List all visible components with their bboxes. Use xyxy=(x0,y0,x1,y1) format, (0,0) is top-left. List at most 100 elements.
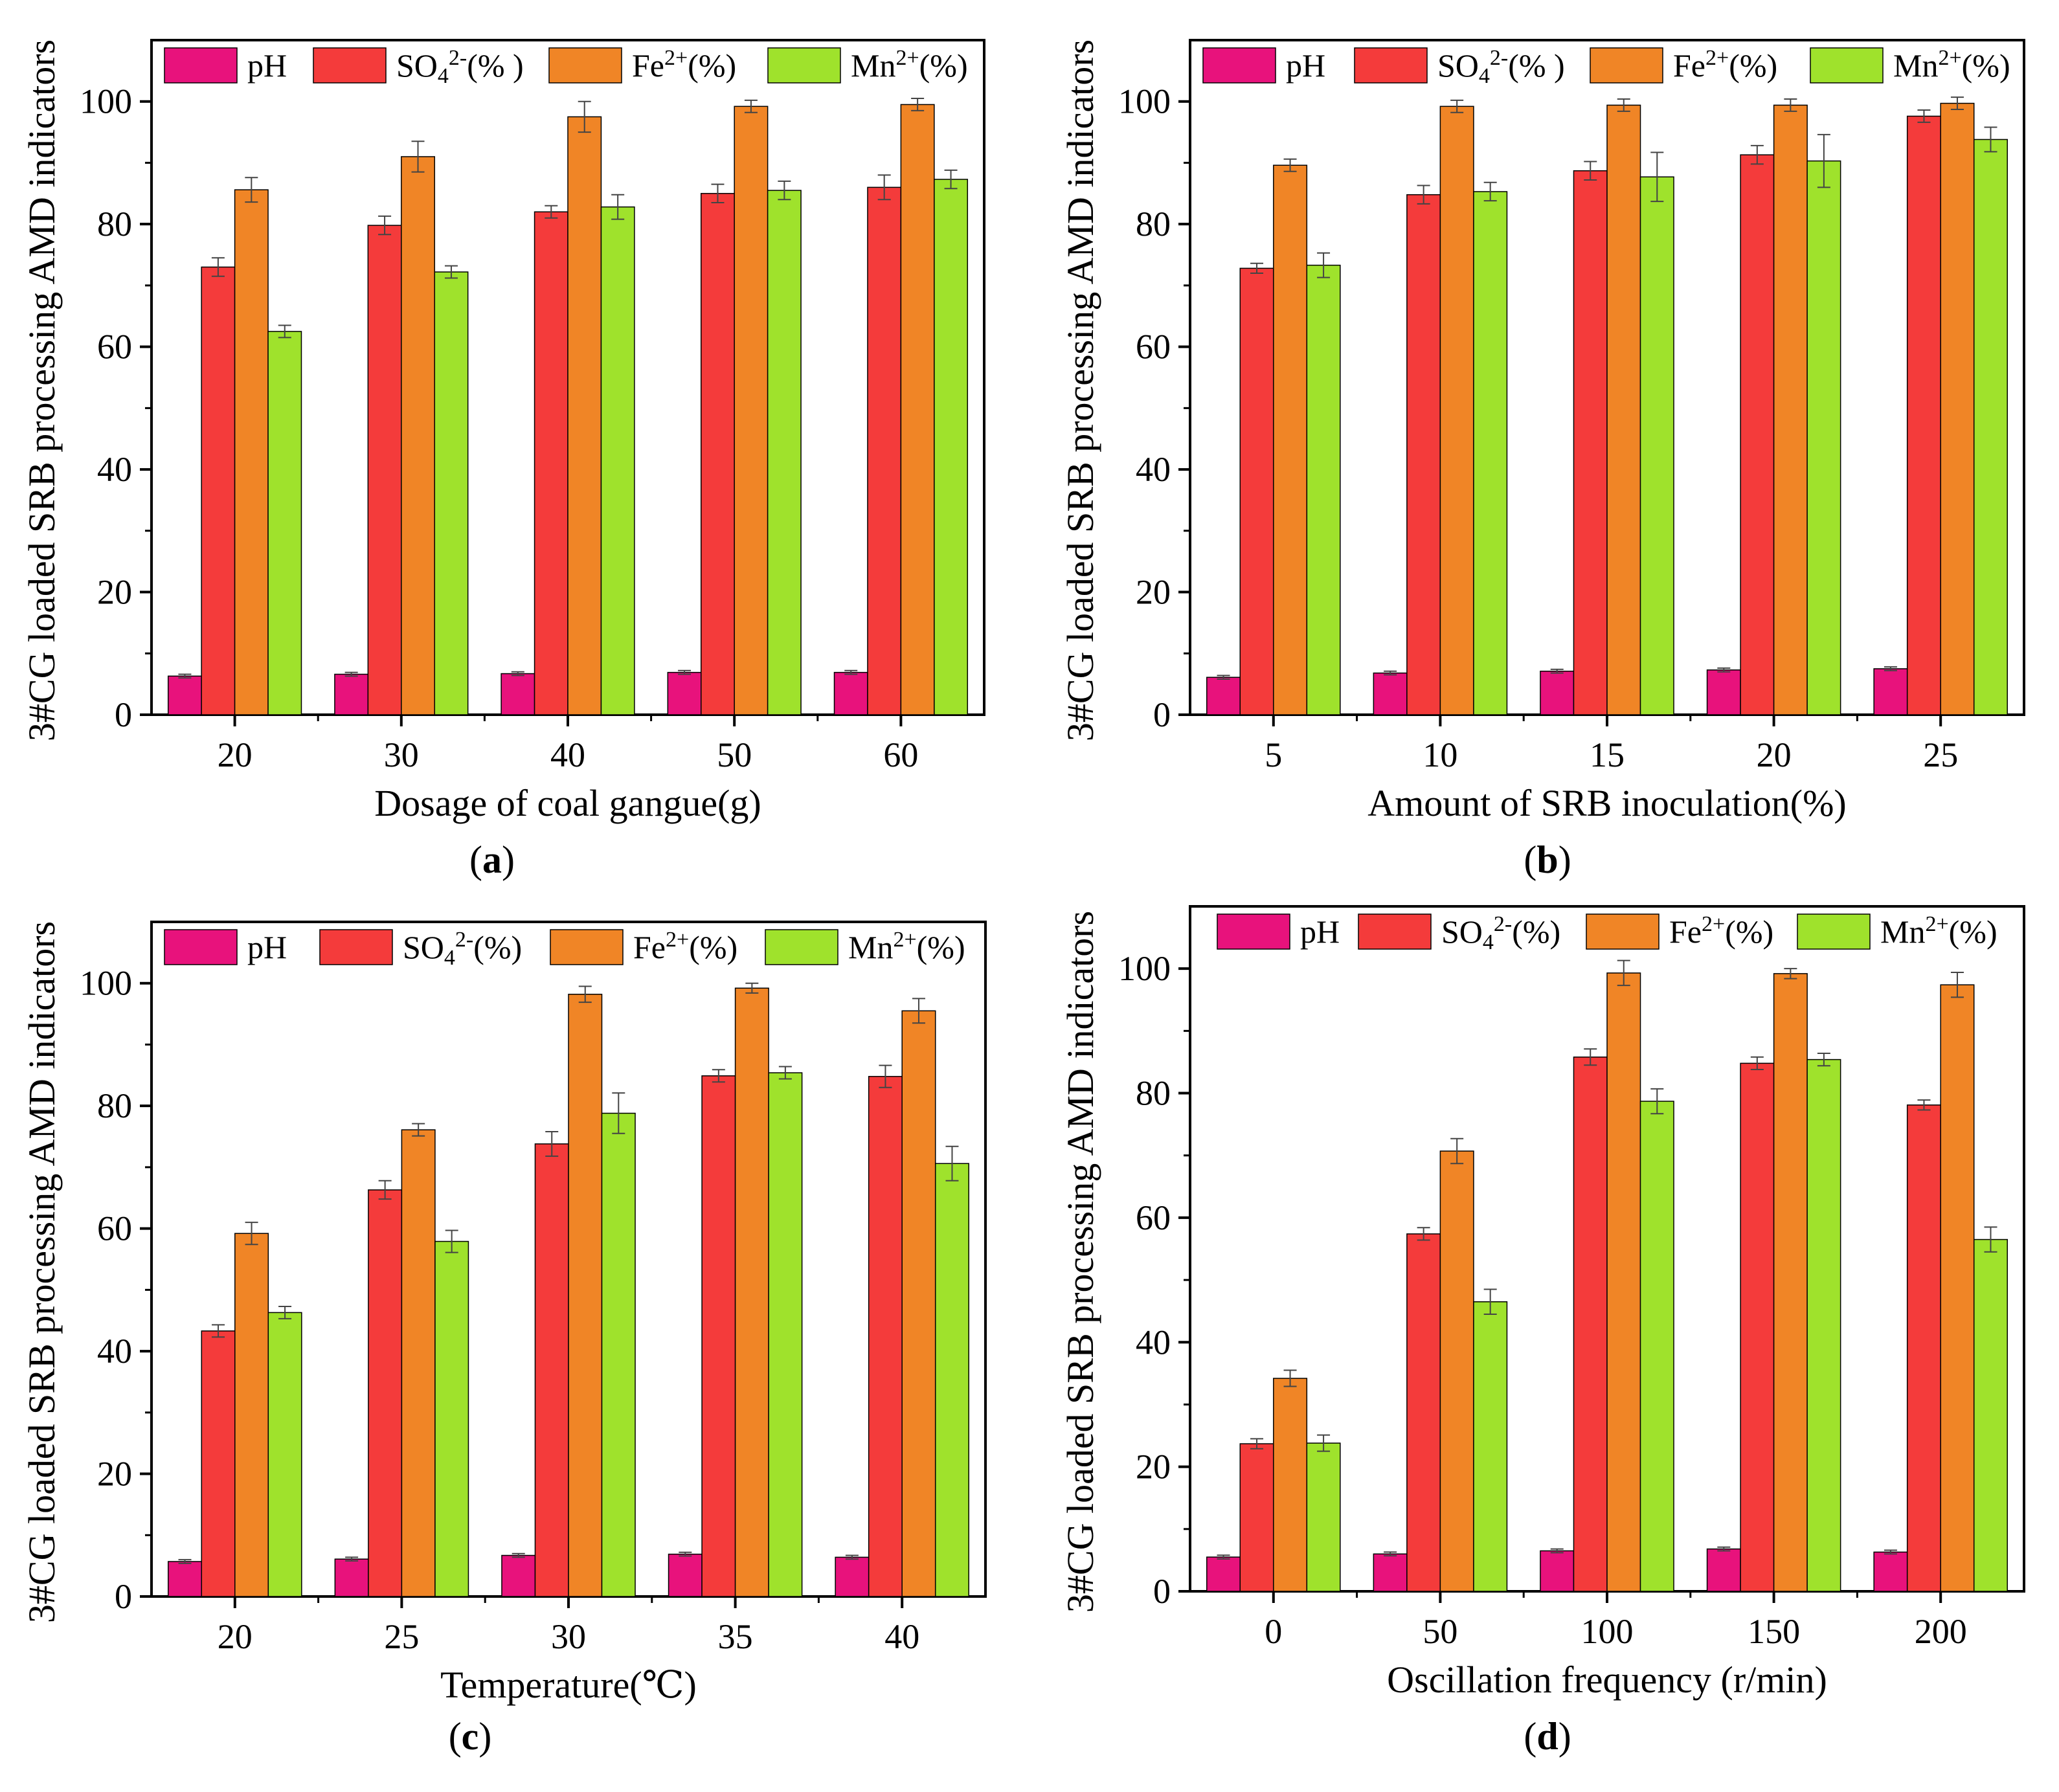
bar-fe xyxy=(1940,984,1975,1592)
bar-fe xyxy=(1606,104,1641,715)
bar-so4 xyxy=(534,211,568,715)
y-tick-label: 80 xyxy=(1136,205,1171,243)
x-tick-label: 30 xyxy=(384,735,419,774)
bar-ph xyxy=(1706,1548,1741,1592)
bar-so4 xyxy=(1573,170,1608,715)
bar-fe xyxy=(1439,106,1474,715)
bar-fe xyxy=(1439,1150,1474,1592)
x-tick-label: 5 xyxy=(1265,735,1282,774)
bar-ph xyxy=(1373,672,1408,715)
legend-label-ph: pH xyxy=(1286,47,1325,84)
y-tick-label: 20 xyxy=(1136,573,1171,612)
bar-mn xyxy=(267,331,302,715)
bar-mn xyxy=(267,1312,302,1597)
legend-label-so4: SO42-(% ) xyxy=(1437,46,1565,88)
x-tick-label: 60 xyxy=(883,735,918,774)
x-tick-label: 40 xyxy=(550,735,585,774)
chart-panel-b: 0 20 40 60 80 100 5 10 15 20 25 pH SO42-(% ) Fe2+(%) M… xyxy=(1059,39,2025,881)
bar-mn xyxy=(434,1240,469,1597)
bar-mn xyxy=(1473,191,1508,715)
y-tick-label: 0 xyxy=(115,695,132,734)
bar-mn xyxy=(1306,1442,1341,1592)
x-tick-label: 150 xyxy=(1748,1612,1800,1651)
legend-swatch-so4 xyxy=(1358,913,1432,950)
x-axis-title: Amount of SRB inoculation(%) xyxy=(1367,782,1846,824)
chart-panel-d: 0 20 40 60 80 100 0 50 100 150 200 pH SO42-(%) Fe2+(%… xyxy=(1059,905,2025,1758)
x-tick-label: 25 xyxy=(384,1617,419,1656)
bar-mn xyxy=(1306,264,1341,715)
bar-so4 xyxy=(201,1330,236,1597)
bar-fe xyxy=(1773,973,1808,1592)
x-tick-label: 100 xyxy=(1581,1612,1634,1651)
bar-so4 xyxy=(1906,115,1941,715)
bar-fe xyxy=(234,1233,269,1597)
bar-ph xyxy=(1373,1553,1408,1592)
legend-label-ph: pH xyxy=(247,929,287,965)
x-tick-label: 200 xyxy=(1915,1612,1967,1651)
bar-ph xyxy=(835,1556,870,1597)
bar-ph xyxy=(1206,1556,1241,1592)
x-axis-title: Dosage of coal gangue(g) xyxy=(374,782,761,824)
bar-ph xyxy=(833,671,868,715)
bar-mn xyxy=(934,1163,969,1597)
y-tick-label: 0 xyxy=(115,1577,132,1616)
x-tick-label: 20 xyxy=(218,735,253,774)
legend-swatch-ph xyxy=(1202,47,1276,84)
bar-fe xyxy=(234,189,269,715)
legend-swatch-fe xyxy=(1590,47,1663,84)
y-axis-title: 3#CG loaded SRB processing AMD indicator… xyxy=(21,921,63,1623)
bar-so4 xyxy=(1406,194,1441,715)
legend-label-fe: Fe2+(%) xyxy=(1673,46,1777,84)
y-tick-label: 80 xyxy=(97,205,132,243)
x-tick-label: 30 xyxy=(551,1617,586,1656)
bar-ph xyxy=(1540,670,1575,715)
y-tick-label: 100 xyxy=(1118,82,1171,121)
bar-mn xyxy=(1806,1058,1841,1592)
bar-mn xyxy=(601,1112,636,1597)
legend-swatch-mn xyxy=(767,47,841,84)
y-tick-label: 60 xyxy=(97,1209,132,1248)
legend-label-ph: pH xyxy=(247,47,287,84)
panel-label: (d) xyxy=(1524,1715,1571,1758)
x-tick-label: 25 xyxy=(1923,735,1958,774)
bar-so4 xyxy=(1406,1233,1441,1592)
bar-mn xyxy=(1639,176,1674,715)
bar-ph xyxy=(668,1553,703,1597)
bar-so4 xyxy=(368,1189,403,1597)
legend-label-mn: Mn2+(%) xyxy=(851,46,968,84)
y-tick-label: 20 xyxy=(97,1455,132,1494)
bar-mn xyxy=(1973,139,2008,715)
legend-swatch-mn xyxy=(765,929,838,965)
x-tick-label: 0 xyxy=(1265,1612,1282,1651)
bar-so4 xyxy=(1239,267,1274,715)
legend-swatch-mn xyxy=(1810,47,1884,84)
x-tick-label: 20 xyxy=(218,1617,253,1656)
bar-mn xyxy=(934,179,969,715)
bar-ph xyxy=(1873,668,1908,715)
bar-fe xyxy=(1606,972,1641,1592)
x-tick-label: 50 xyxy=(717,735,752,774)
y-axis-title: 3#CG loaded SRB processing AMD indicator… xyxy=(1059,911,1101,1613)
bar-so4 xyxy=(1573,1057,1608,1592)
panel-label: (c) xyxy=(449,1715,492,1758)
y-tick-label: 0 xyxy=(1153,1572,1171,1611)
chart-panel-c: 0 20 40 60 80 100 20 25 30 35 40 pH SO42-(%) Fe2+(%) M… xyxy=(21,921,987,1758)
y-tick-label: 20 xyxy=(97,573,132,612)
bar-so4 xyxy=(867,186,902,715)
legend-label-fe: Fe2+(%) xyxy=(632,46,736,84)
y-tick-label: 20 xyxy=(1136,1448,1171,1486)
bar-mn xyxy=(1639,1101,1674,1592)
legend-label-mn: Mn2+(%) xyxy=(1880,912,1997,950)
y-tick-label: 100 xyxy=(80,82,132,121)
legend-label-mn: Mn2+(%) xyxy=(1893,46,2010,84)
y-tick-label: 80 xyxy=(1136,1074,1171,1113)
y-tick-label: 100 xyxy=(1118,949,1171,988)
bar-mn xyxy=(1473,1301,1508,1592)
bar-so4 xyxy=(701,193,735,715)
bar-fe xyxy=(900,104,935,715)
bar-ph xyxy=(1873,1551,1908,1592)
legend-swatch-so4 xyxy=(319,929,393,965)
bar-mn xyxy=(1973,1238,2008,1592)
